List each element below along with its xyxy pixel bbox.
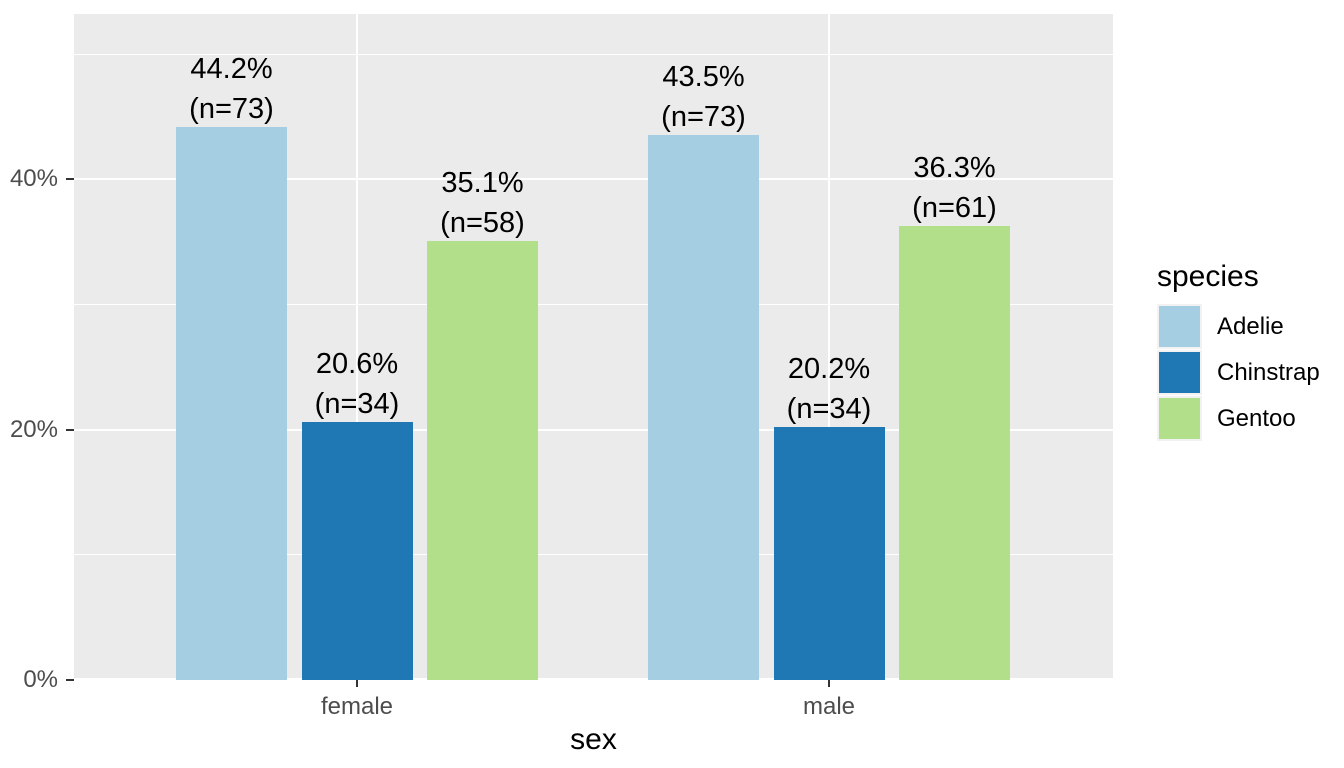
bar-label: 43.5% (n=73) [594, 57, 814, 137]
bar-adelie-female [176, 126, 287, 680]
bar-label-count: (n=34) [314, 388, 400, 421]
bar-gentoo-female [427, 240, 538, 680]
bar-label-count: (n=34) [786, 393, 872, 426]
legend: species Adelie Chinstrap Gentoo [1157, 261, 1320, 442]
bar-chinstrap-female [301, 422, 413, 680]
x-tick-mark [828, 680, 830, 687]
legend-key [1157, 304, 1202, 349]
gridline-major-x [356, 14, 358, 680]
bar-label-count: (n=73) [661, 101, 746, 134]
y-tick-mark [66, 178, 74, 181]
legend-item-label: Gentoo [1217, 404, 1296, 432]
y-tick-mark [66, 679, 74, 681]
bar-label-percent: 44.2% [190, 52, 273, 85]
legend-key [1157, 350, 1202, 395]
gridline-major [74, 428, 1113, 431]
x-tick-label: male [802, 693, 856, 720]
gridline-minor [74, 554, 1113, 556]
legend-swatch-chinstrap [1159, 352, 1200, 393]
y-tick-label: 0% [23, 666, 58, 693]
bar-label: 44.2% (n=73) [122, 49, 342, 129]
plot-panel: 44.2% (n=73) 43.5% (n=73) 20.6% (n=34) 20.2% (n… [74, 14, 1113, 680]
bar-gentoo-male [899, 225, 1010, 680]
bar-label-percent: 20.2% [787, 353, 871, 386]
bar-adelie-male [648, 135, 759, 680]
bar-label-percent: 20.6% [315, 348, 399, 381]
bar-label-count: (n=61) [912, 191, 997, 224]
legend-key [1157, 396, 1202, 441]
x-tick-label: female [320, 693, 394, 720]
legend-item-label: Chinstrap [1217, 358, 1320, 386]
y-tick-mark [66, 428, 74, 431]
gridline-major-x [828, 14, 830, 680]
bar-label: 35.1% (n=58) [373, 163, 593, 243]
bar-label-count: (n=73) [189, 92, 274, 125]
bar-label-percent: 35.1% [441, 166, 524, 199]
bar-label-count: (n=58) [440, 206, 525, 239]
legend-item: Gentoo [1157, 396, 1320, 441]
legend-item-label: Adelie [1217, 312, 1284, 340]
gridline-minor [74, 303, 1113, 305]
y-tick-label: 20% [9, 415, 58, 443]
gridline-minor [74, 53, 1113, 55]
bar-label-percent: 36.3% [913, 151, 996, 184]
legend-swatch-gentoo [1159, 398, 1200, 439]
bar-label-percent: 43.5% [662, 61, 745, 94]
legend-item: Adelie [1157, 304, 1320, 349]
legend-items: Adelie Chinstrap Gentoo [1157, 304, 1320, 441]
bar-chinstrap-male [773, 427, 885, 680]
x-axis-title: sex [570, 723, 617, 756]
bar-label: 20.6% (n=34) [247, 344, 467, 424]
gridline-major [74, 678, 1113, 680]
legend-item: Chinstrap [1157, 350, 1320, 395]
x-tick-mark [356, 680, 358, 687]
legend-swatch-adelie [1159, 306, 1200, 347]
legend-title: species [1157, 260, 1259, 293]
bar-label: 20.2% (n=34) [719, 349, 939, 429]
bar-label: 36.3% (n=61) [845, 148, 1065, 228]
gridline-major [74, 178, 1113, 181]
y-tick-label: 40% [9, 165, 58, 193]
